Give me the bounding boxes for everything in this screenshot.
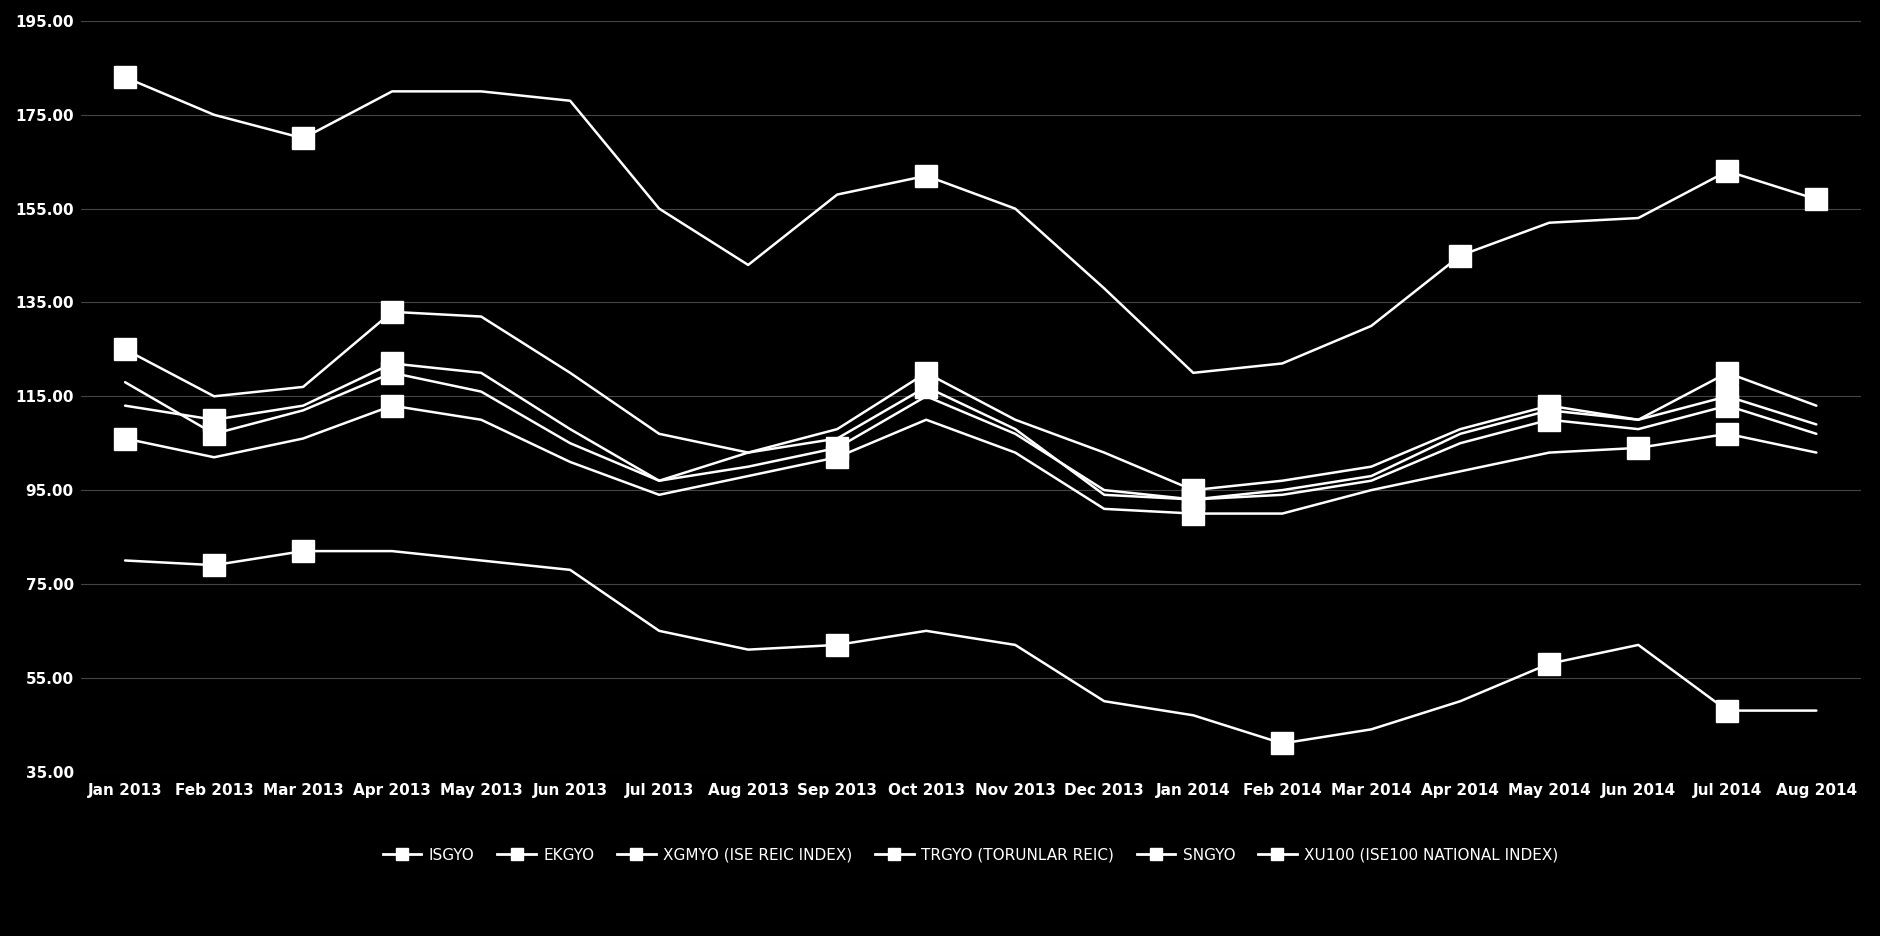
Legend: ISGYO, EKGYO, XGMYO (ISE REIC INDEX), TRGYO (TORUNLAR REIC), SNGYO, XU100 (ISE10: ISGYO, EKGYO, XGMYO (ISE REIC INDEX), TR… xyxy=(376,841,1564,869)
